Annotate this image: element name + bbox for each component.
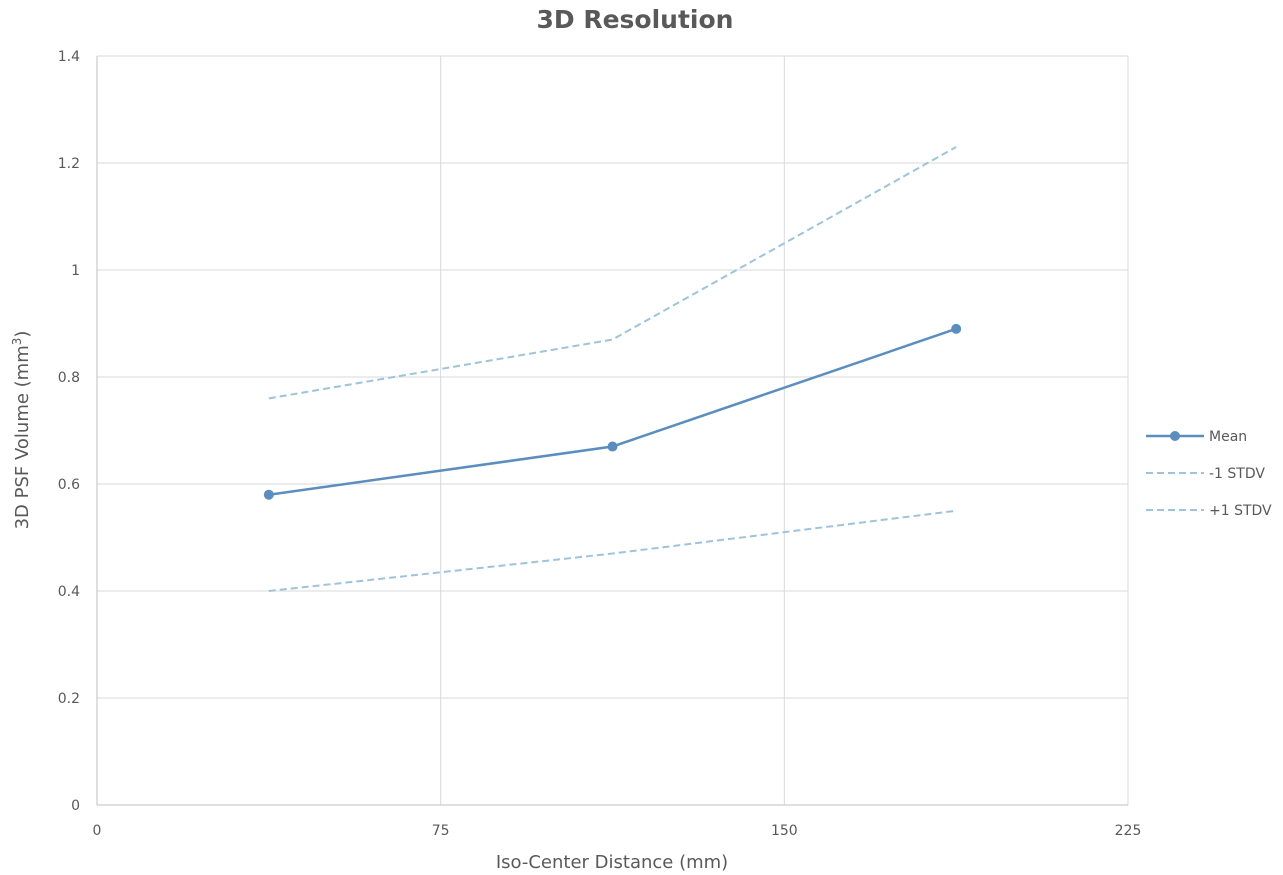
y-tick-label: 0.2 — [58, 691, 80, 707]
x-tick-label: 0 — [93, 823, 102, 839]
legend-label-1-stdv: -1 STDV — [1209, 466, 1265, 482]
series-lines — [263, 146, 962, 592]
y-tick-label: 0.6 — [58, 477, 80, 493]
y-axis-label-main: 3D PSF Volume (mm — [12, 345, 33, 529]
y-tick-label: 1.2 — [58, 156, 80, 172]
y-axis-label-superscript: 3 — [10, 338, 24, 346]
y-tick-label: 1.4 — [58, 49, 80, 65]
legend: Mean -1 STDV +1 STDV — [1146, 429, 1272, 519]
x-axis-label: Iso-Center Distance (mm) — [496, 852, 728, 873]
x-tick-label: 75 — [432, 823, 450, 839]
y-tick-label: 1 — [71, 263, 80, 279]
series-line-1-stdv — [268, 509, 957, 592]
y-tick-label: 0.4 — [58, 584, 80, 600]
gridlines — [97, 55, 1129, 805]
legend-label-mean: Mean — [1209, 429, 1247, 445]
chart-title: 3D Resolution — [537, 5, 734, 34]
x-tick-label: 225 — [1115, 823, 1142, 839]
y-axis-label: 3D PSF Volume (mm3) — [10, 331, 33, 530]
y-tick-label: 0.8 — [58, 370, 80, 386]
axes — [96, 56, 1128, 806]
y-tick-label: 0 — [71, 798, 80, 814]
series-line-1-stdv — [268, 146, 957, 400]
series-line-mean — [268, 327, 957, 496]
x-tick-label: 150 — [771, 823, 798, 839]
data-point-mean — [951, 323, 962, 334]
tick-labels: 0 0.2 0.4 0.6 0.8 1 1.2 1.4 0 75 150 225 — [58, 49, 1142, 839]
data-point-mean — [263, 489, 274, 500]
data-point-mean — [607, 441, 618, 452]
legend-label-1-stdv: +1 STDV — [1209, 503, 1272, 519]
legend-marker-mean — [1170, 431, 1180, 441]
y-axis-label-close: ) — [12, 331, 33, 338]
